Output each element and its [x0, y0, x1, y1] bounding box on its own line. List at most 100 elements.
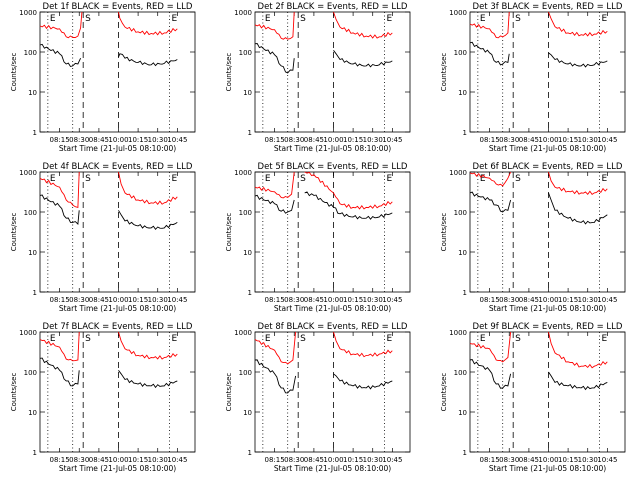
lld-series-line — [254, 171, 295, 199]
plot-frame — [469, 11, 626, 133]
x-tick-label: 10:45 — [167, 456, 187, 464]
lld-series-line — [118, 11, 178, 36]
x-axis-label: Start Time (21-Jul-05 08:10:00) — [489, 304, 606, 313]
x-tick-label: 10:15 — [343, 296, 363, 304]
marker-label: E — [171, 14, 177, 24]
y-axis-label: Counts/sec — [225, 373, 233, 412]
x-tick-label: 08:45 — [519, 456, 539, 464]
plot-frame — [469, 331, 626, 453]
lld-series-line — [469, 171, 512, 187]
x-tick-label: 08:30 — [284, 296, 304, 304]
x-tick-label: 10:00 — [323, 296, 343, 304]
x-axis-label: Start Time (21-Jul-05 08:10:00) — [489, 144, 606, 153]
x-tick-label: 10:30 — [148, 456, 168, 464]
panel-det-8: Det 8f BLACK = Events, RED = LLD 1 10 100 10… — [225, 322, 411, 473]
y-tick-label: 10 — [28, 89, 37, 97]
x-tick-label: 10:45 — [597, 136, 617, 144]
y-tick-label: 10 — [458, 409, 467, 417]
lld-series-line — [304, 171, 393, 210]
panel-title: Det 2f BLACK = Events, RED = LLD — [258, 2, 408, 12]
y-tick-label: 1000 — [234, 329, 252, 337]
panel-det-1: Det 1f BLACK = Events, RED = LLD 1 10 100 10… — [10, 2, 196, 153]
x-axis-label: Start Time (21-Jul-05 08:10:00) — [274, 464, 391, 473]
x-tick-label: 10:45 — [382, 296, 402, 304]
y-tick-label: 100 — [454, 369, 467, 377]
lld-series-line — [118, 331, 178, 360]
x-tick-label: 08:30 — [284, 136, 304, 144]
events-series-line — [254, 359, 297, 394]
x-tick-label: 10:00 — [538, 456, 558, 464]
marker-label: E — [265, 334, 271, 344]
marker-label: S — [515, 174, 521, 184]
x-tick-label: 08:45 — [304, 136, 324, 144]
y-tick-label: 10 — [28, 249, 37, 257]
events-series-line — [469, 191, 512, 213]
marker-label: E — [480, 174, 486, 184]
plot-frame — [254, 171, 411, 293]
y-tick-label: 1000 — [449, 329, 467, 337]
x-tick-label: 10:30 — [363, 456, 383, 464]
y-tick-label: 1000 — [234, 169, 252, 177]
x-tick-label: 10:30 — [578, 456, 598, 464]
lld-series-line — [39, 171, 80, 208]
x-tick-label: 10:00 — [538, 296, 558, 304]
y-tick-label: 100 — [454, 49, 467, 57]
x-tick-label: 08:15 — [480, 456, 500, 464]
events-series-line — [39, 194, 80, 225]
x-tick-label: 10:45 — [597, 456, 617, 464]
events-series-line — [118, 53, 178, 67]
marker-label: E — [601, 174, 607, 184]
events-series-line — [548, 192, 608, 225]
marker-label: E — [265, 174, 271, 184]
y-axis-label: Counts/sec — [10, 53, 18, 92]
x-tick-label: 10:15 — [343, 136, 363, 144]
marker-label: E — [601, 14, 607, 24]
x-tick-label: 08:45 — [519, 296, 539, 304]
plot-frame — [39, 331, 196, 453]
marker-label: E — [480, 334, 486, 344]
marker-label: S — [300, 334, 306, 344]
y-axis-label: Counts/sec — [225, 213, 233, 252]
x-tick-label: 08:45 — [304, 456, 324, 464]
marker-label: E — [386, 334, 392, 344]
marker-label: S — [300, 14, 306, 24]
x-tick-label: 08:30 — [284, 456, 304, 464]
lld-series-line — [333, 11, 393, 39]
y-tick-label: 1 — [33, 129, 37, 137]
y-tick-label: 1 — [248, 289, 252, 297]
x-tick-label: 08:15 — [480, 296, 500, 304]
x-tick-label: 10:15 — [558, 456, 578, 464]
events-series-line — [548, 52, 608, 68]
y-tick-label: 10 — [243, 89, 252, 97]
plot-frame — [39, 171, 196, 293]
marker-label: E — [50, 14, 56, 24]
x-axis-label: Start Time (21-Jul-05 08:10:00) — [489, 464, 606, 473]
x-tick-label: 10:15 — [343, 456, 363, 464]
lld-series-line — [254, 11, 295, 40]
x-tick-label: 10:45 — [597, 296, 617, 304]
y-tick-label: 10 — [28, 409, 37, 417]
x-axis-label: Start Time (21-Jul-05 08:10:00) — [59, 464, 176, 473]
y-tick-label: 100 — [24, 49, 37, 57]
panel-title: Det 1f BLACK = Events, RED = LLD — [43, 2, 193, 12]
panel-title: Det 8f BLACK = Events, RED = LLD — [258, 322, 408, 332]
panel-det-7: Det 7f BLACK = Events, RED = LLD 1 10 100 10… — [10, 322, 196, 473]
y-tick-label: 1 — [463, 449, 467, 457]
x-tick-label: 08:45 — [304, 296, 324, 304]
x-tick-label: 08:15 — [265, 136, 285, 144]
x-tick-label: 08:45 — [89, 456, 109, 464]
lld-series-line — [39, 11, 83, 39]
plot-frame — [39, 11, 196, 133]
y-tick-label: 100 — [239, 49, 252, 57]
x-tick-label: 08:30 — [69, 136, 89, 144]
panel-det-9: Det 9f BLACK = Events, RED = LLD 1 10 100 10… — [440, 322, 626, 473]
y-tick-label: 100 — [239, 369, 252, 377]
y-tick-label: 1000 — [19, 9, 37, 17]
plot-frame — [254, 331, 411, 453]
panel-title: Det 7f BLACK = Events, RED = LLD — [43, 322, 193, 332]
panel-det-5: Det 5f BLACK = Events, RED = LLD 1 10 100 10… — [225, 162, 411, 313]
x-tick-label: 08:30 — [499, 136, 519, 144]
y-tick-label: 100 — [454, 209, 467, 217]
y-axis-label: Counts/sec — [440, 53, 448, 92]
x-tick-label: 10:00 — [323, 456, 343, 464]
